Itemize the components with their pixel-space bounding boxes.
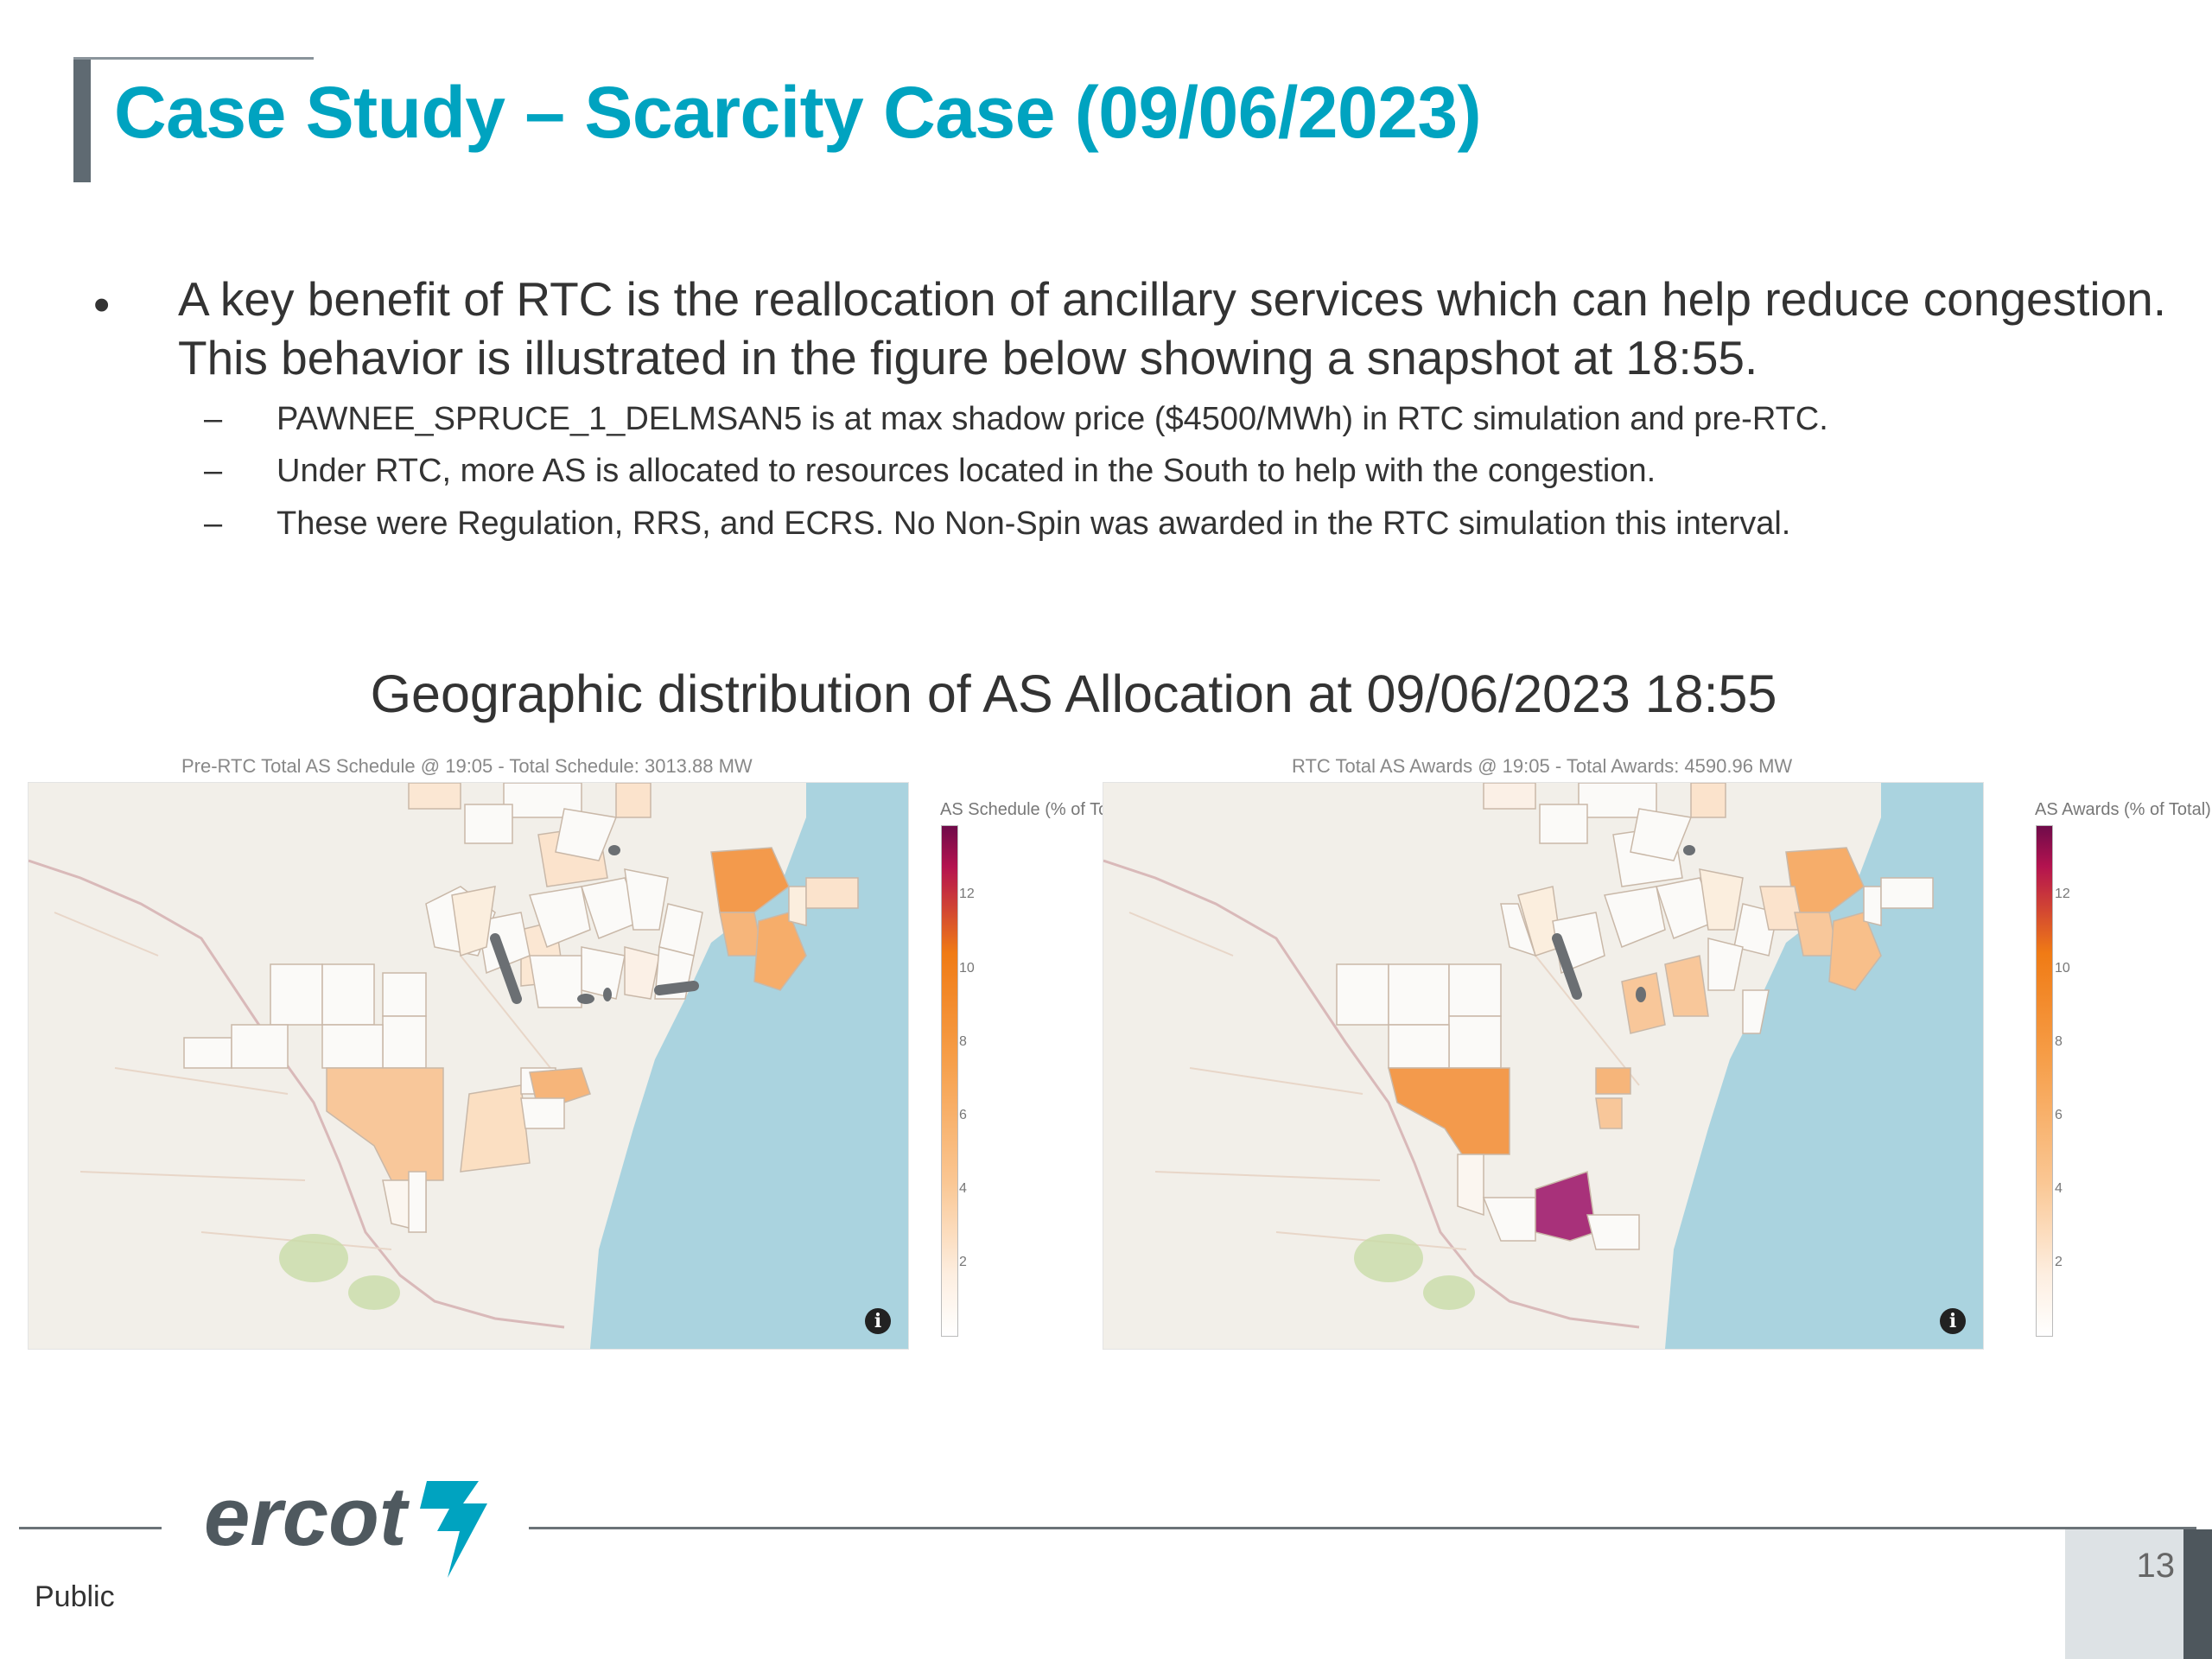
legend-tick: 8 xyxy=(959,1034,967,1049)
svg-text:ercot: ercot xyxy=(204,1471,410,1563)
page-number-accent xyxy=(2183,1529,2212,1659)
legend-tick: 4 xyxy=(2055,1181,2063,1196)
legend-title-pre-rtc: AS Schedule (% of Total) xyxy=(940,800,1132,819)
legend-tick: 8 xyxy=(2055,1034,2063,1049)
slide-title: Case Study – Scarcity Case (09/06/2023) xyxy=(114,72,1482,153)
legend-tick: 2 xyxy=(959,1255,967,1269)
map-pre-rtc-graphic xyxy=(29,783,859,1349)
sub-bullet-marker: – xyxy=(204,453,223,489)
info-icon[interactable]: i xyxy=(1940,1308,1966,1334)
map-title-rtc: RTC Total AS Awards @ 19:05 - Total Awar… xyxy=(1292,755,1793,777)
color-scale-legend-rtc xyxy=(2036,825,2053,1337)
map-rtc-graphic xyxy=(1103,783,1934,1349)
footer-rule-left xyxy=(19,1527,162,1529)
figure-title: Geographic distribution of AS Allocation… xyxy=(370,664,1777,723)
page-number-box xyxy=(2065,1529,2183,1659)
page-number: 13 xyxy=(2136,1547,2176,1585)
legend-tick: 10 xyxy=(959,961,975,976)
title-accent-rule xyxy=(73,57,314,60)
footer-rule-right xyxy=(529,1527,2196,1529)
color-scale-legend-pre-rtc xyxy=(941,825,958,1337)
ercot-logo: ercot xyxy=(204,1469,489,1586)
classification-label: Public xyxy=(35,1580,115,1613)
main-bullet-text: A key benefit of RTC is the reallocation… xyxy=(178,272,2167,385)
map-rtc[interactable]: i xyxy=(1103,782,1984,1350)
sub-bullet-2: Under RTC, more AS is allocated to resou… xyxy=(276,453,1656,489)
sub-bullet-3: These were Regulation, RRS, and ECRS. No… xyxy=(276,505,1791,542)
legend-tick: 6 xyxy=(959,1108,967,1122)
legend-tick: 12 xyxy=(959,887,975,901)
map-title-pre-rtc: Pre-RTC Total AS Schedule @ 19:05 - Tota… xyxy=(181,755,753,777)
legend-tick: 6 xyxy=(2055,1108,2063,1122)
sub-bullet-marker: – xyxy=(204,505,223,542)
info-icon[interactable]: i xyxy=(865,1308,891,1334)
legend-tick: 2 xyxy=(2055,1255,2063,1269)
legend-tick: 4 xyxy=(959,1181,967,1196)
legend-tick: 10 xyxy=(2055,961,2070,976)
sub-bullet-1: PAWNEE_SPRUCE_1_DELMSAN5 is at max shado… xyxy=(276,401,1828,437)
title-accent-bar xyxy=(73,57,91,182)
sub-bullet-marker: – xyxy=(204,401,223,437)
legend-tick: 12 xyxy=(2055,887,2070,901)
legend-title-rtc: AS Awards (% of Total) xyxy=(2035,800,2211,819)
map-pre-rtc[interactable]: i xyxy=(28,782,909,1350)
bullet-marker: • xyxy=(93,277,111,331)
